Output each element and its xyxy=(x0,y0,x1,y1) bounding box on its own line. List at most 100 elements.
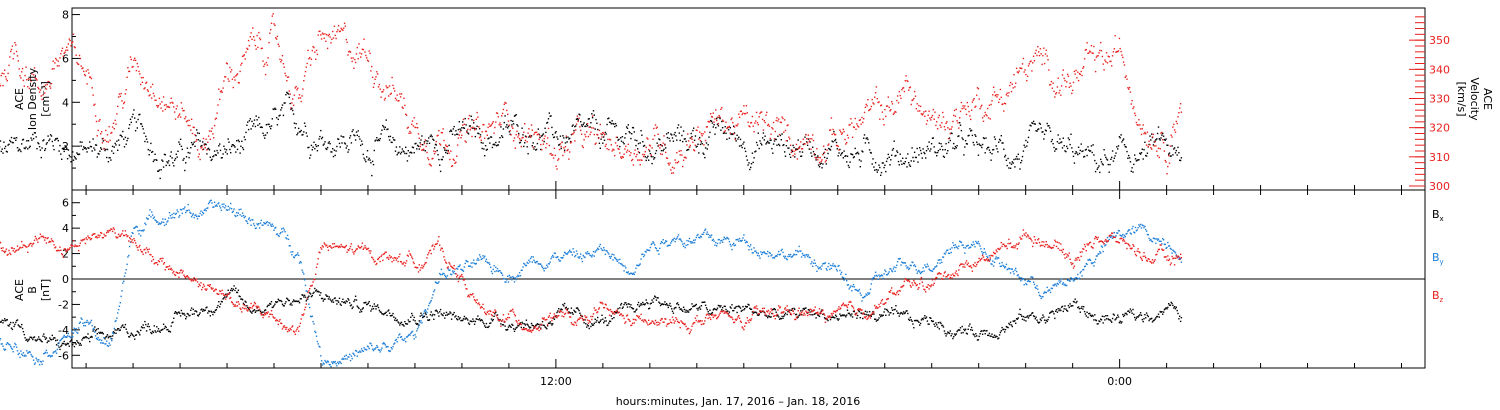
data-point xyxy=(74,342,76,344)
data-point xyxy=(85,321,87,324)
data-point xyxy=(40,156,42,159)
data-point xyxy=(191,313,194,315)
data-point xyxy=(98,153,100,155)
data-point xyxy=(796,317,799,319)
data-point xyxy=(872,102,874,104)
data-point xyxy=(857,126,860,128)
data-point xyxy=(702,152,704,154)
data-point xyxy=(405,323,407,325)
data-point xyxy=(831,316,833,318)
data-point xyxy=(31,73,33,75)
data-point xyxy=(460,129,462,132)
data-point xyxy=(1114,155,1116,157)
data-point xyxy=(173,212,175,215)
data-point xyxy=(237,139,240,141)
data-point xyxy=(525,264,528,267)
data-point xyxy=(162,218,164,220)
data-point xyxy=(671,137,674,139)
data-point xyxy=(894,155,896,157)
data-point xyxy=(238,295,240,297)
data-point xyxy=(448,144,450,147)
data-point xyxy=(400,336,403,338)
data-point xyxy=(253,224,256,227)
data-point xyxy=(552,256,555,258)
data-point xyxy=(1090,315,1093,318)
data-point xyxy=(154,153,156,155)
data-point xyxy=(89,76,92,78)
data-point xyxy=(725,132,727,134)
data-point xyxy=(477,257,479,260)
data-point xyxy=(1004,328,1007,331)
data-point xyxy=(1035,130,1037,132)
data-point xyxy=(1025,73,1027,76)
data-point xyxy=(37,360,39,363)
data-point xyxy=(915,108,917,110)
data-point xyxy=(1045,49,1047,51)
data-point xyxy=(231,78,234,80)
data-point xyxy=(870,105,872,108)
data-point xyxy=(793,150,795,152)
data-point xyxy=(729,127,731,129)
data-point xyxy=(373,82,375,85)
data-point xyxy=(716,119,718,122)
data-point xyxy=(791,149,793,151)
data-point xyxy=(121,325,123,327)
data-point xyxy=(247,48,249,50)
data-point xyxy=(503,278,505,280)
data-point xyxy=(384,344,386,346)
data-point xyxy=(670,169,672,171)
data-point xyxy=(987,146,990,149)
data-point xyxy=(110,338,112,340)
data-point xyxy=(676,139,678,141)
data-point xyxy=(18,352,20,354)
data-point xyxy=(847,137,850,139)
data-point xyxy=(744,150,747,153)
data-point xyxy=(1002,328,1004,331)
data-point xyxy=(727,313,730,315)
data-point xyxy=(177,211,179,213)
data-point xyxy=(742,305,744,308)
data-point xyxy=(835,315,838,318)
data-point xyxy=(1044,322,1047,324)
data-point xyxy=(549,115,551,117)
data-point xyxy=(416,328,419,330)
data-point xyxy=(1041,63,1043,66)
data-point xyxy=(143,88,145,90)
data-point xyxy=(10,327,13,329)
data-point xyxy=(1065,308,1067,310)
data-point xyxy=(40,95,42,97)
data-point xyxy=(342,357,344,360)
data-point xyxy=(66,49,69,51)
data-point xyxy=(616,311,618,313)
data-point xyxy=(680,308,682,310)
data-point xyxy=(155,220,157,222)
data-point xyxy=(597,316,599,319)
data-point xyxy=(247,218,250,220)
data-point xyxy=(883,124,885,126)
data-point xyxy=(620,304,622,306)
data-point xyxy=(727,126,729,128)
data-point xyxy=(942,155,945,157)
data-point xyxy=(366,59,369,61)
data-point xyxy=(1122,56,1124,59)
data-point xyxy=(207,135,210,137)
data-point xyxy=(1090,45,1093,47)
data-point xyxy=(512,123,515,125)
data-point xyxy=(1063,308,1065,310)
data-point xyxy=(1026,141,1029,143)
data-point xyxy=(242,55,245,57)
data-point xyxy=(243,136,245,138)
data-point xyxy=(348,356,350,358)
data-point xyxy=(904,312,906,314)
data-point xyxy=(298,97,300,99)
data-point xyxy=(581,260,584,263)
data-point xyxy=(1046,55,1048,57)
data-point xyxy=(1055,310,1057,312)
data-point xyxy=(754,311,756,313)
data-point xyxy=(488,137,490,139)
data-point xyxy=(568,311,570,313)
data-point xyxy=(941,145,943,148)
data-point xyxy=(1136,159,1138,161)
data-point xyxy=(96,156,98,158)
data-point xyxy=(719,306,721,308)
